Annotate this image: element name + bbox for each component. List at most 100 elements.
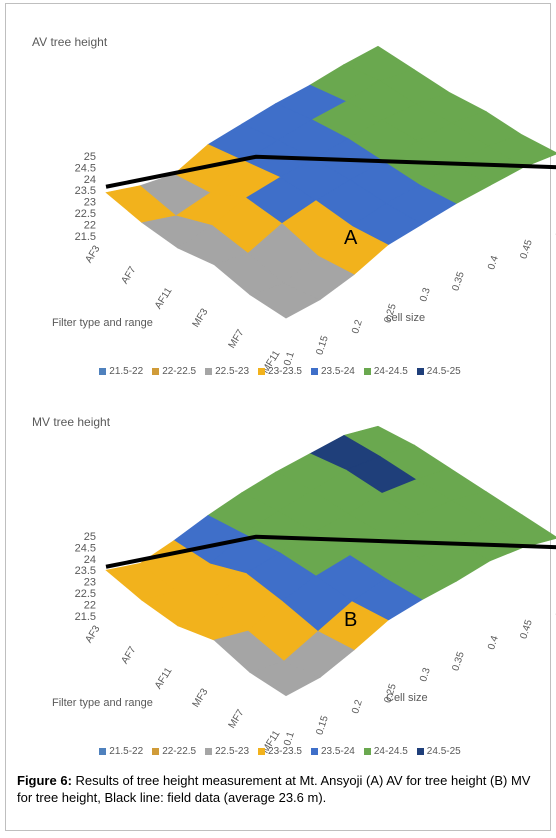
legend-swatch [363, 367, 371, 375]
y-tick-label: 23.5 [75, 185, 96, 197]
legend-swatch [99, 367, 107, 375]
cellsize-tick-label: 0.1 [282, 730, 297, 747]
legend-swatch [416, 747, 424, 755]
cellsize-tick-label: 0.2 [350, 698, 365, 715]
caption-label: Figure 6: [17, 773, 72, 788]
legend-item: 24-24.5 [363, 745, 408, 757]
figure-frame: AV tree height 25 24.5 24 23.5 23 22.5 22 21.5 AF… [5, 3, 556, 831]
cellsize-tick-label: 0.35 [450, 270, 467, 292]
legend-swatch [310, 367, 318, 375]
chart-panel-a: AV tree height 25 24.5 24 23.5 23 22.5 22 21.5 AF… [26, 28, 556, 388]
y-tick-label: 25 [84, 151, 96, 163]
cellsize-axis-label: Cell size [386, 692, 428, 704]
legend-item: 23-23.5 [258, 746, 302, 757]
filter-tick-label: MF7 [227, 327, 247, 350]
y-tick-label: 21.5 [75, 611, 96, 623]
y-tick-label: 22.5 [75, 208, 96, 220]
legend-swatch [99, 747, 107, 755]
y-tick-label: 24 [84, 554, 96, 566]
cellsize-tick-label: 0.15 [314, 334, 331, 356]
x-axis-label: Filter type and range [52, 697, 153, 709]
filter-tick-label: AF3 [83, 243, 102, 265]
legend-item: 21.5-22 [99, 366, 143, 377]
cellsize-tick-label: 0.4 [486, 254, 501, 271]
legend-label: 21.5-22 [109, 745, 144, 757]
surface-group [105, 425, 556, 697]
surface-group [105, 45, 556, 319]
cellsize-tick-label: 0.3 [418, 286, 433, 303]
surface-chart-a: AV tree height2524.52423.52322.52221.5AF… [32, 35, 556, 376]
filter-tick-label: AF11 [153, 665, 175, 691]
legend-label: 22-22.5 [162, 365, 197, 377]
y-tick-label: 24.5 [75, 542, 96, 554]
y-tick-label: 21.5 [75, 231, 96, 243]
legend-label: 24.5-25 [426, 745, 461, 757]
legend-a: 21.5-22 22-22.5 22.5-23 23-23.5 23.5-24 24-24… [26, 362, 534, 380]
y-tick-label: 24.5 [75, 162, 96, 174]
legend-swatch [152, 367, 160, 375]
legend-label: 23-23.5 [268, 745, 302, 757]
field-data-line [105, 534, 556, 569]
chart-title: MV tree height [32, 415, 111, 429]
y-tick-label: 25 [84, 531, 96, 543]
legend-label: 24-24.5 [373, 365, 408, 377]
filter-tick-label: AF7 [119, 644, 138, 666]
legend-label: 24-24.5 [373, 745, 408, 757]
legend-swatch [416, 367, 424, 375]
legend-swatch [258, 367, 266, 375]
legend-item: 24.5-25 [416, 745, 461, 757]
cellsize-tick-label: 0.1 [282, 350, 297, 367]
cellsize-tick-label: 0.5 [554, 222, 556, 239]
legend-item: 23-23.5 [258, 366, 302, 377]
legend-label: 23.5-24 [320, 365, 355, 377]
legend-label: 21.5-22 [109, 365, 144, 377]
legend-item: 23.5-24 [310, 365, 355, 377]
legend-item: 22-22.5 [152, 366, 196, 377]
filter-tick-label: MF3 [191, 306, 211, 329]
filter-tick-label: AF11 [153, 285, 175, 311]
x-axis-label: Filter type and range [52, 317, 153, 329]
caption-text: Results of tree height measurement at Mt… [17, 773, 531, 805]
legend-swatch [310, 747, 318, 755]
surface-cell [249, 283, 321, 319]
legend-item: 21.5-22 [99, 746, 143, 757]
surface-cell [249, 660, 321, 697]
legend-b: 21.5-22 22-22.5 22.5-23 23-23.5 23.5-24 24-24… [26, 742, 534, 760]
legend-swatch [152, 747, 160, 755]
cellsize-tick-label: 0.35 [450, 650, 467, 672]
cellsize-tick-label: 0.4 [486, 634, 501, 651]
legend-swatch [205, 367, 213, 375]
legend-item: 22.5-23 [205, 366, 249, 377]
legend-item: 22-22.5 [152, 746, 196, 757]
y-tick-label: 24 [84, 174, 96, 186]
y-tick-label: 23 [84, 197, 96, 209]
y-tick-label: 23.5 [75, 565, 96, 577]
panel-letter: A [344, 227, 358, 249]
legend-label: 22.5-23 [215, 365, 250, 377]
y-tick-label: 23 [84, 577, 96, 589]
legend-label: 22-22.5 [162, 745, 197, 757]
cellsize-tick-label: 0.5 [554, 602, 556, 619]
filter-tick-label: AF3 [83, 623, 102, 645]
filter-tick-label: MF7 [227, 707, 247, 730]
legend-swatch [363, 747, 371, 755]
legend-item: 22.5-23 [205, 746, 249, 757]
cellsize-tick-label: 0.45 [518, 238, 535, 260]
panel-letter: B [344, 609, 357, 631]
cellsize-tick-label: 0.3 [418, 666, 433, 683]
legend-swatch [258, 747, 266, 755]
y-tick-label: 22.5 [75, 588, 96, 600]
legend-item: 23.5-24 [310, 745, 355, 757]
chart-panel-b: MV tree height 25 24.5 24 23.5 23 22.5 22 21.5 AF… [26, 408, 556, 768]
cellsize-tick-label: 0.15 [314, 714, 331, 736]
surface-chart-b: MV tree height2524.52423.52322.52221.5AF… [32, 415, 556, 756]
cellsize-tick-label: 0.2 [350, 318, 365, 335]
filter-tick-label: AF7 [119, 264, 138, 286]
y-tick-label: 22 [84, 600, 96, 612]
legend-swatch [205, 747, 213, 755]
figure-caption: Figure 6: Results of tree height measure… [17, 772, 545, 806]
legend-label: 24.5-25 [426, 365, 461, 377]
legend-label: 23-23.5 [268, 365, 302, 377]
legend-label: 23.5-24 [320, 745, 355, 757]
legend-item: 24.5-25 [416, 365, 461, 377]
